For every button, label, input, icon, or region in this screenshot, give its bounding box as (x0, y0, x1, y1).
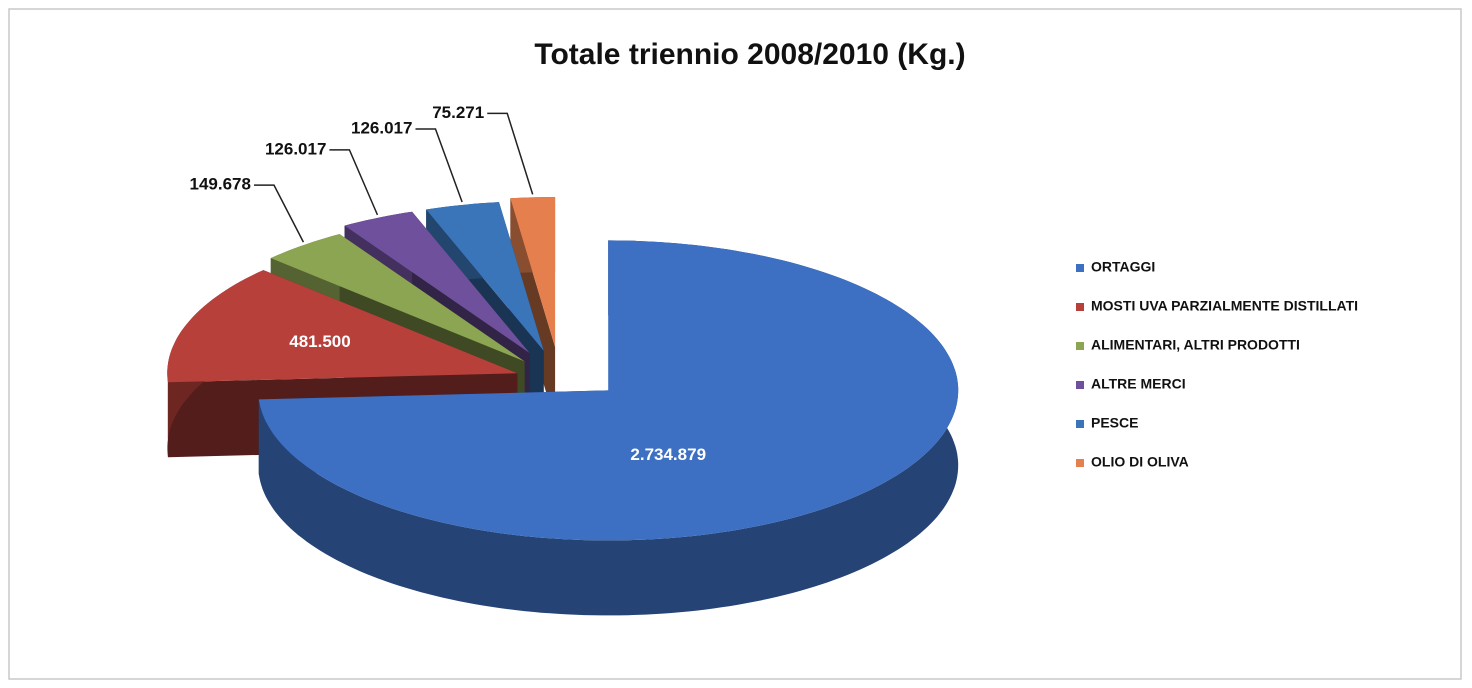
leader-line (415, 128, 463, 203)
slice (510, 197, 556, 348)
data-label: 75.271 (432, 103, 484, 122)
data-label: 149.678 (190, 175, 251, 194)
legend-swatch (1076, 381, 1084, 389)
data-label: 2.734.879 (630, 445, 706, 464)
leader-line (253, 184, 305, 243)
legend-swatch (1076, 303, 1084, 311)
legend-label: ALIMENTARI, ALTRI PRODOTTI (1091, 337, 1300, 353)
legend-label: ALTRE MERCI (1091, 376, 1186, 392)
data-label: 126.017 (265, 139, 326, 158)
leader-line (329, 149, 379, 216)
legend-swatch (1076, 420, 1084, 428)
slice (167, 270, 518, 383)
slice (258, 240, 959, 541)
data-label: 481.500 (289, 332, 350, 351)
slice (344, 211, 530, 353)
slice (270, 234, 525, 362)
legend-swatch (1076, 342, 1084, 350)
legend-label: ORTAGGI (1091, 259, 1155, 275)
legend-swatch (1076, 459, 1084, 467)
slice (426, 202, 544, 351)
chart-title: Totale triennio 2008/2010 (Kg.) (534, 38, 965, 71)
legend-label: OLIO DI OLIVA (1091, 454, 1189, 470)
leader-line (487, 112, 534, 195)
legend-swatch (1076, 264, 1084, 272)
data-label: 126.017 (351, 118, 412, 137)
legend-label: PESCE (1091, 415, 1138, 431)
legend-label: MOSTI UVA PARZIALMENTE DISTILLATI (1091, 298, 1358, 314)
